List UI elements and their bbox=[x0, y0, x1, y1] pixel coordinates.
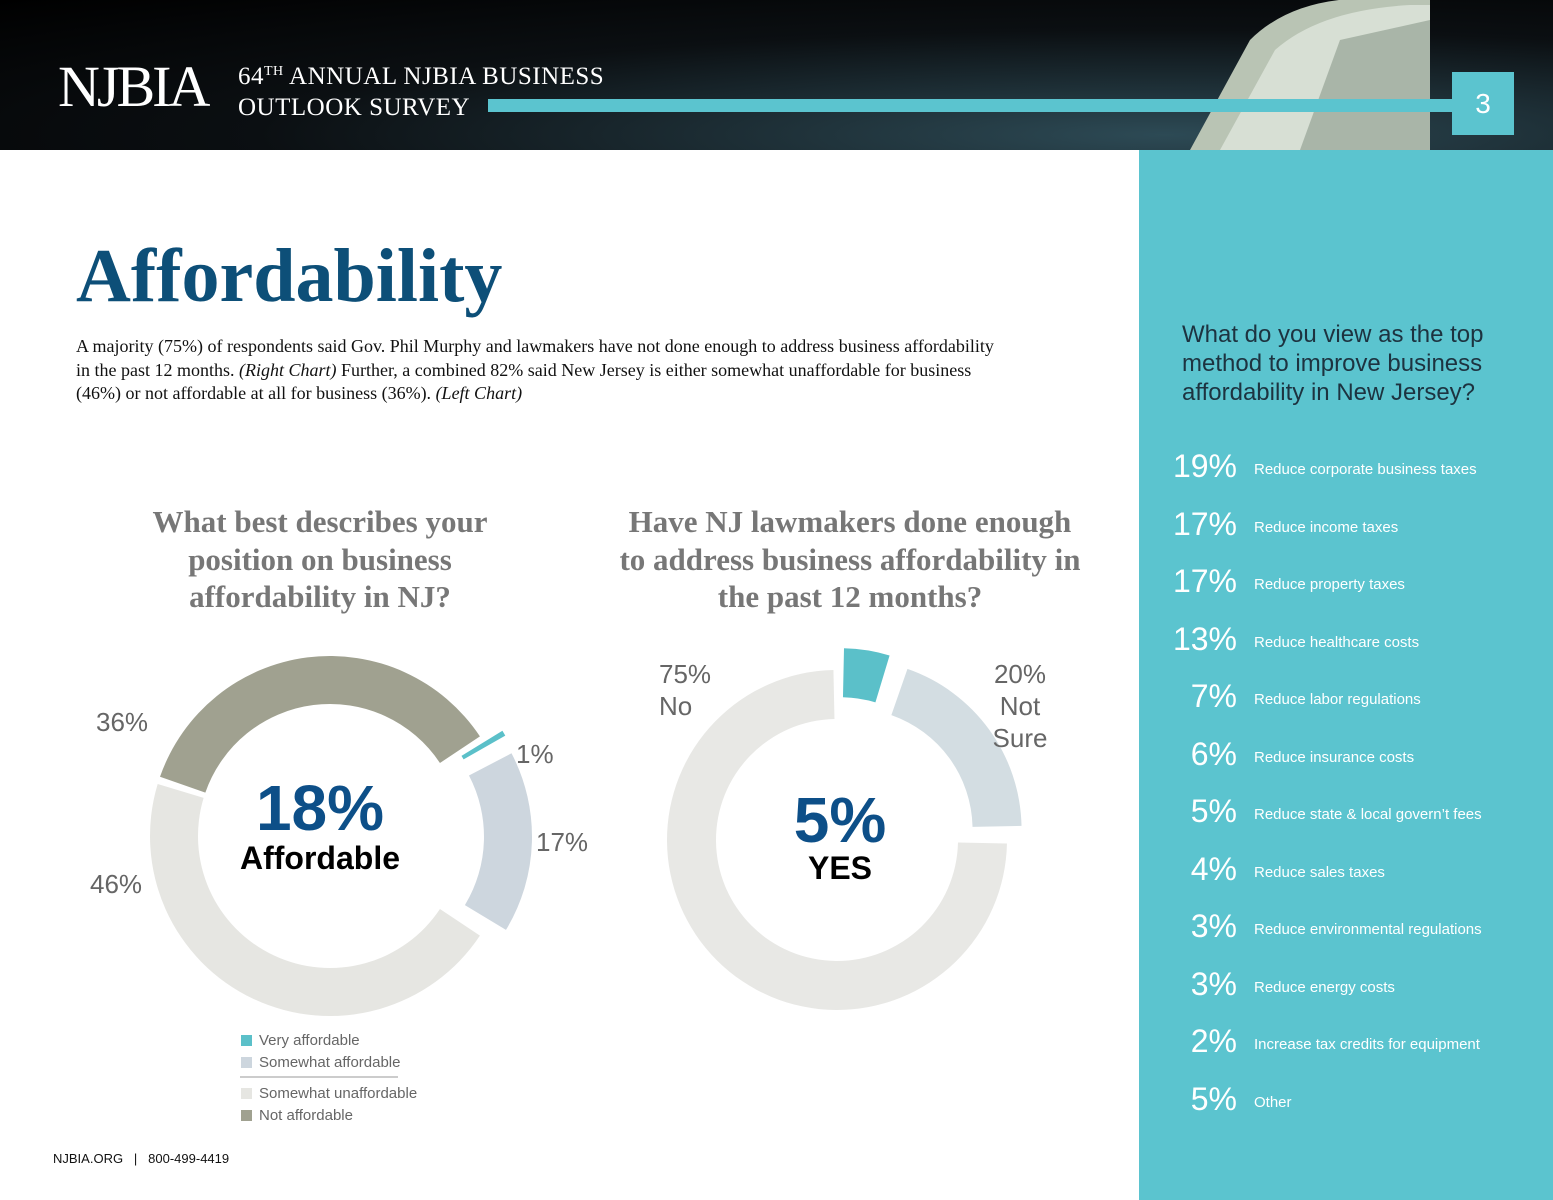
survey-title: 64TH ANNUAL NJBIA BUSINESS bbox=[238, 64, 604, 89]
item-label: Reduce energy costs bbox=[1254, 978, 1395, 996]
center-text: YES bbox=[807, 850, 873, 886]
donut-segment bbox=[464, 753, 532, 930]
item-percent: 3% bbox=[1190, 965, 1237, 1002]
footer-site: NJBIA.ORG bbox=[53, 1151, 124, 1166]
intro-ref: (Left Chart) bbox=[435, 383, 523, 403]
logo: NJBIA bbox=[58, 54, 210, 119]
header-rule bbox=[488, 99, 1453, 112]
chart-title: What best describes your position on bus… bbox=[152, 504, 488, 614]
donut-segment bbox=[150, 783, 480, 1016]
legend-swatch bbox=[241, 1088, 252, 1099]
item-percent: 3% bbox=[1190, 908, 1237, 944]
item-percent: 2% bbox=[1190, 1023, 1237, 1059]
item-percent: 5% bbox=[1190, 793, 1237, 829]
value-label: 1% bbox=[516, 739, 554, 769]
item-label: Reduce environmental regulations bbox=[1254, 921, 1482, 938]
survey-suffix: TH bbox=[264, 64, 284, 79]
item-label: Reduce labor regulations bbox=[1254, 691, 1421, 708]
item-percent: 17% bbox=[1172, 563, 1237, 599]
center-text: Affordable bbox=[240, 840, 400, 876]
page-title: Affordability bbox=[76, 234, 503, 318]
intro-ref: (Right Chart) bbox=[239, 359, 337, 380]
donut-segment bbox=[842, 648, 890, 703]
intro-text: A majority (75%) of respondents said Gov… bbox=[76, 336, 994, 380]
survey-line: OUTLOOK SURVEY bbox=[238, 94, 471, 121]
donut-segment bbox=[160, 656, 480, 793]
item-label: Increase tax credits for equipment bbox=[1254, 1036, 1480, 1053]
center-value: 5% bbox=[793, 784, 887, 856]
money-image bbox=[1190, 0, 1430, 150]
category-label: Not Sure bbox=[992, 691, 1048, 753]
item-percent: 19% bbox=[1172, 448, 1237, 484]
footer-separator: | bbox=[133, 1151, 138, 1166]
value-label: 46% bbox=[90, 869, 143, 899]
intro-text: Further, a combined 82% said New Jersey … bbox=[76, 359, 972, 404]
footer-phone: 800-499-4419 bbox=[148, 1151, 230, 1166]
item-label: Reduce corporate business taxes bbox=[1254, 461, 1477, 478]
footer: NJBIA.ORG | 800-499-4419 bbox=[53, 1151, 229, 1166]
legend-label: Somewhat unaffordable bbox=[259, 1085, 418, 1102]
value-label: 36% bbox=[96, 707, 149, 737]
legend-label: Very affordable bbox=[259, 1032, 360, 1049]
item-label: Reduce sales taxes bbox=[1254, 863, 1385, 881]
legend-swatch bbox=[241, 1035, 252, 1046]
item-percent: 4% bbox=[1190, 850, 1237, 887]
page-number: 3 bbox=[1452, 72, 1514, 135]
center-value: 18% bbox=[255, 772, 385, 844]
value-label: 75% bbox=[659, 659, 712, 689]
donut-segment bbox=[891, 668, 1022, 827]
intro: A majority (75%) of respondents said Gov… bbox=[76, 335, 996, 406]
category-label: No bbox=[659, 691, 693, 721]
item-percent: 5% bbox=[1190, 1080, 1237, 1117]
item-label: Other bbox=[1254, 1093, 1292, 1111]
sidebar-question: What do you view as the top method to im… bbox=[1182, 321, 1484, 406]
value-label: 17% bbox=[536, 827, 589, 857]
donut-segment bbox=[461, 730, 506, 760]
charts bbox=[150, 648, 1022, 1121]
item-label: Reduce insurance costs bbox=[1254, 748, 1415, 766]
legend-label: Somewhat affordable bbox=[259, 1054, 401, 1071]
item-percent: 7% bbox=[1190, 678, 1237, 714]
item-label: Reduce state & local govern’t fees bbox=[1254, 806, 1482, 823]
legend-label: Not affordable bbox=[259, 1107, 353, 1124]
item-percent: 17% bbox=[1172, 505, 1237, 542]
legend-swatch bbox=[241, 1057, 252, 1068]
value-label: 20% bbox=[993, 659, 1047, 689]
item-label: Reduce property taxes bbox=[1254, 576, 1405, 593]
item-percent: 6% bbox=[1190, 735, 1237, 772]
chart-title: Have NJ lawmakers done enough to address… bbox=[619, 504, 1081, 614]
survey-line: ANNUAL NJBIA BUSINESS bbox=[283, 63, 605, 90]
header: NJBIA 64TH ANNUAL NJBIA BUSINESS OUTLOOK… bbox=[0, 0, 1553, 150]
item-percent: 13% bbox=[1172, 620, 1237, 657]
sidebar bbox=[1139, 150, 1553, 1200]
item-label: Reduce healthcare costs bbox=[1254, 633, 1420, 651]
item-label: Reduce income taxes bbox=[1254, 518, 1399, 536]
survey-number: 64 bbox=[238, 63, 264, 90]
legend-swatch bbox=[241, 1110, 252, 1121]
